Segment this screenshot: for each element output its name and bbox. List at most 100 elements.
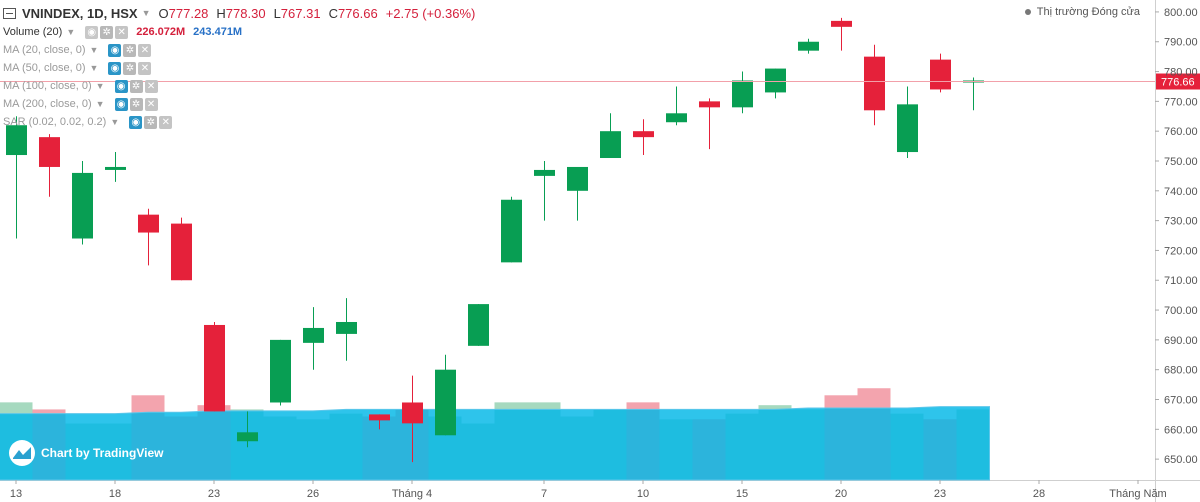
x-tick-label: 23 [208,488,220,500]
series-type-icon[interactable] [3,7,16,19]
y-tick-label: 730.00 [1164,216,1198,228]
volume-label[interactable]: Volume (20) [3,26,63,38]
y-tick-label: 700.00 [1164,305,1198,317]
eye-icon[interactable]: ◉ [114,97,128,111]
eye-icon[interactable]: ◉ [85,25,99,39]
symbol-row: VNINDEX, 1D, HSX ▼ O 777.28 H 778.30 L 767.… [3,3,483,23]
tradingview-logo[interactable]: Chart by TradingView [9,440,163,466]
close-icon[interactable]: ✕ [138,43,152,57]
candle-body [39,137,60,167]
x-tick-label: 7 [541,488,547,500]
low-value: 767.31 [280,5,321,21]
candle-body [402,402,423,424]
y-tick-label: 790.00 [1164,37,1198,49]
x-tick-label: 13 [10,488,22,500]
chevron-down-icon[interactable]: ▼ [89,45,99,55]
high-value: 778.30 [225,5,266,21]
study-controls: ◉ ✲ ✕ [108,43,153,57]
volume-value: 226.072M [136,26,186,38]
gear-icon[interactable]: ✲ [123,61,137,75]
candle-body [6,125,27,156]
chevron-down-icon[interactable]: ▼ [141,8,151,18]
candle-body [897,104,918,153]
y-tick-label: 750.00 [1164,156,1198,168]
close-icon[interactable]: ✕ [144,97,158,111]
x-tick-label: 15 [736,488,748,500]
candle-body [369,414,390,421]
x-tick-label: 23 [934,488,946,500]
high-label: H [216,5,226,21]
symbol-label[interactable]: VNINDEX, 1D, HSX [22,5,138,21]
chevron-down-icon[interactable]: ▼ [95,99,105,109]
y-tick-label: 690.00 [1164,335,1198,347]
chevron-down-icon[interactable]: ▼ [110,117,120,127]
gear-icon[interactable]: ✲ [100,25,114,39]
x-tick-label: 10 [637,488,649,500]
y-tick-label: 800.00 [1164,7,1198,19]
chevron-down-icon[interactable]: ▼ [89,63,99,73]
gear-icon[interactable]: ✲ [129,79,143,93]
study-label[interactable]: MA (50, close, 0) [3,62,86,74]
y-tick-label: 740.00 [1164,186,1198,198]
study-controls: ◉ ✲ ✕ [85,25,130,39]
volume-legend-row: Volume (20) ▼ ◉ ✲ ✕ 226.072M 243.471M [3,24,242,40]
market-status-label: Thị trường Đóng cửa [1036,6,1140,18]
x-tick-label: Tháng 4 [392,488,432,500]
study-label[interactable]: MA (20, close, 0) [3,44,86,56]
candle-body [534,169,555,176]
x-tick-label: 28 [1033,488,1045,500]
eye-icon[interactable]: ◉ [108,43,122,57]
candle-body [633,131,654,138]
candle-body [270,339,291,403]
y-tick-label: 720.00 [1164,245,1198,257]
change-value: +2.75 (+0.36%) [385,5,476,21]
candle-body [237,432,258,442]
last-price-label-bg [1156,73,1200,90]
eye-icon[interactable]: ◉ [129,115,143,129]
candle-body [930,59,951,90]
market-status: Thị trường Đóng cửa [1024,6,1140,18]
volume-ma-value: 243.471M [193,26,243,38]
eye-icon[interactable]: ◉ [108,61,122,75]
close-icon[interactable]: ✕ [138,61,152,75]
y-tick-label: 780.00 [1164,67,1198,79]
candle-body [468,304,489,346]
candle-body [798,41,819,51]
study-row: MA (20, close, 0) ▼ ◉ ✲ ✕ [3,42,153,58]
candle-body [303,327,324,343]
study-row: SAR (0.02, 0.02, 0.2) ▼ ◉ ✲ ✕ [3,114,174,130]
candle-body [105,166,126,170]
chevron-down-icon[interactable]: ▼ [66,27,76,37]
candle-body [567,166,588,191]
gear-icon[interactable]: ✲ [144,115,158,129]
y-tick-label: 680.00 [1164,365,1198,377]
candle-body [864,56,885,111]
study-row: MA (50, close, 0) ▼ ◉ ✲ ✕ [3,60,153,76]
y-tick-label: 770.00 [1164,96,1198,108]
close-icon[interactable]: ✕ [159,115,173,129]
close-icon[interactable]: ✕ [144,79,158,93]
candle-body [600,131,621,159]
tradingview-logo-icon [9,440,35,466]
chevron-down-icon[interactable]: ▼ [95,81,105,91]
x-tick-label: 20 [835,488,847,500]
eye-icon[interactable]: ◉ [114,79,128,93]
gear-icon[interactable]: ✲ [129,97,143,111]
study-label[interactable]: MA (100, close, 0) [3,80,92,92]
study-label[interactable]: SAR (0.02, 0.02, 0.2) [3,116,107,128]
last-price-label: 776.66 [1161,77,1195,89]
status-dot-icon [1024,9,1031,15]
study-row: MA (200, close, 0) ▼ ◉ ✲ ✕ [3,96,160,112]
candle-body [435,369,456,436]
gear-icon[interactable]: ✲ [123,43,137,57]
study-label[interactable]: MA (200, close, 0) [3,98,92,110]
candle-body [336,321,357,334]
close-value: 776.66 [337,5,378,21]
candle-body [666,113,687,123]
candle-body [138,214,159,233]
study-controls: ◉ ✲ ✕ [129,115,174,129]
close-icon[interactable]: ✕ [115,25,129,39]
candle-body [72,172,93,239]
close-label: C [328,5,338,21]
